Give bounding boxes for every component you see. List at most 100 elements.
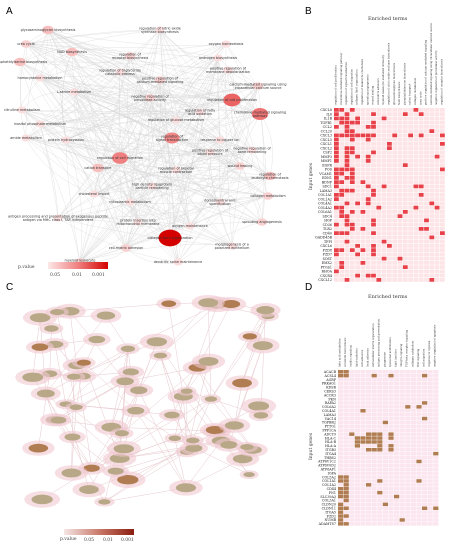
term-label: phosphatidylserine biosynthesis [402, 62, 406, 105]
heat-cell [429, 116, 435, 121]
heat-cell [343, 514, 349, 518]
node-circle [168, 435, 181, 442]
heat-cell [405, 416, 411, 421]
heat-cell [381, 171, 387, 176]
heat-cell [392, 244, 398, 248]
network-edge [111, 348, 129, 428]
heat-cell [349, 506, 355, 510]
node-circle [28, 443, 49, 453]
heat-cell [344, 171, 350, 176]
heat-cell [397, 146, 403, 150]
heat-cell [405, 444, 411, 448]
heat-cell [410, 475, 416, 479]
heat-cell [365, 222, 371, 227]
network-edge [175, 169, 263, 223]
heat-cell [349, 269, 355, 274]
heat-cell [349, 184, 355, 189]
node-circle [22, 372, 44, 382]
heat-cell [418, 129, 424, 133]
heat-cell [410, 385, 416, 390]
network-edge [210, 316, 269, 400]
node-label: cytoplasmic metabolism [109, 200, 151, 204]
heat-cell [410, 463, 416, 468]
heat-cell [422, 487, 428, 491]
heat-cell [433, 381, 439, 386]
heat-cell [343, 463, 349, 468]
heat-cell [360, 265, 366, 269]
node-circle [117, 474, 139, 485]
heat-cell [344, 193, 350, 197]
network-edge [260, 310, 266, 416]
heat-cell [334, 163, 339, 167]
heat-cell [410, 506, 416, 510]
heat-cell [434, 244, 440, 248]
heat-cell [382, 377, 388, 382]
network-edge [47, 29, 201, 113]
network-node [239, 470, 259, 480]
heat-cell [355, 137, 360, 142]
heat-cell [355, 163, 360, 167]
heat-cell [376, 214, 382, 218]
heat-cell [377, 393, 383, 397]
heat-cell [408, 261, 413, 265]
heat-cell [360, 428, 366, 432]
network-edge [257, 85, 265, 223]
heat-cell [365, 256, 371, 261]
heat-cell [366, 506, 372, 510]
heat-cell [371, 171, 376, 176]
heat-cell [405, 397, 411, 401]
heat-cell [371, 522, 377, 526]
heat-cell [349, 518, 355, 522]
heat-cell [394, 440, 400, 444]
heat-cell [371, 197, 376, 201]
heat-cell [371, 244, 376, 248]
heat-cell [334, 129, 339, 133]
heat-cell [381, 218, 387, 223]
heat-cell [427, 479, 433, 483]
heat-cell [418, 163, 424, 167]
heat-cell [334, 137, 339, 142]
network-node: morphogenesis of a polarized epithelium [215, 242, 250, 250]
panel-c-legend-title: p.value [60, 536, 77, 542]
heat-cell [377, 409, 383, 413]
heat-cell [360, 108, 366, 112]
heat-cell [371, 239, 376, 244]
heat-cell [405, 389, 411, 393]
term-label: integrin signaling [399, 343, 403, 367]
heat-cell [413, 201, 419, 206]
heat-cell [429, 269, 435, 274]
heat-cell [343, 370, 349, 374]
heat-cell [366, 416, 372, 421]
heat-cell [360, 440, 366, 444]
heat-cell [344, 150, 350, 155]
heat-cell [354, 514, 360, 518]
heat-cell [387, 180, 392, 184]
network-edge [118, 71, 127, 249]
heat-cell [338, 518, 344, 522]
heat-cell [349, 129, 355, 133]
heat-cell [344, 261, 350, 265]
heat-cell [410, 459, 416, 464]
heat-cell [397, 150, 403, 155]
heat-cell [440, 214, 445, 218]
network-node [121, 403, 151, 418]
network-edge [129, 55, 221, 203]
heat-cell [427, 412, 433, 417]
network-edge [151, 184, 221, 203]
heat-cell [399, 393, 405, 397]
heat-cell [433, 409, 439, 413]
gene-label: HGF [324, 219, 333, 223]
network-edge [159, 29, 229, 71]
heat-cell [343, 483, 349, 487]
heat-cell [387, 129, 392, 133]
heat-cell [381, 248, 387, 252]
gene-label: ITGA4 [325, 452, 336, 456]
heat-cell [402, 218, 408, 223]
network-node: cation transport [84, 163, 112, 173]
network-edge [39, 75, 259, 87]
heat-cell [371, 487, 377, 491]
heat-cell [343, 440, 349, 444]
heat-cell [360, 116, 366, 121]
heat-cell [388, 370, 394, 374]
gene-label: COL4A1 [318, 202, 332, 206]
